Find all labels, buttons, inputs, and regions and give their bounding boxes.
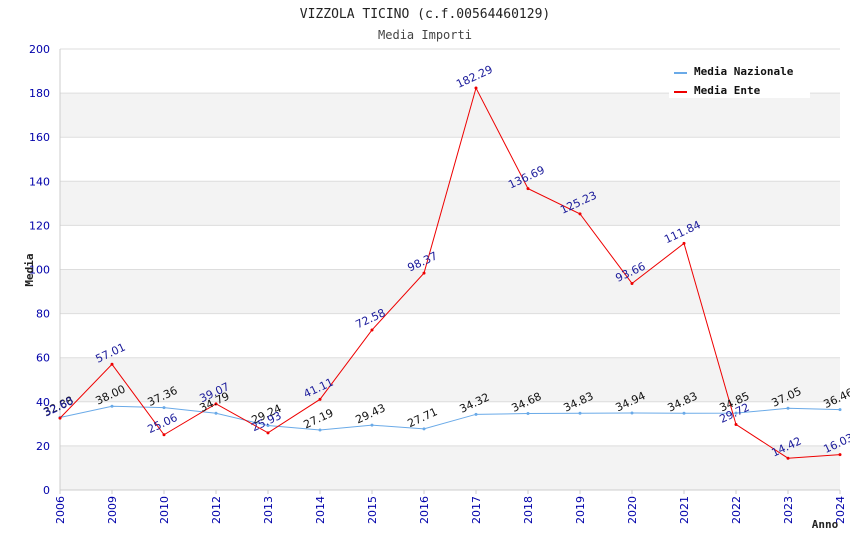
data-point-media-ente bbox=[266, 431, 270, 435]
x-tick-label: 2021 bbox=[678, 496, 691, 524]
y-axis-label: Media bbox=[23, 253, 36, 286]
y-tick-label: 160 bbox=[29, 131, 50, 144]
y-tick-label: 200 bbox=[29, 43, 50, 56]
y-tick-label: 140 bbox=[29, 175, 50, 188]
legend-label-media-nazionale: Media Nazionale bbox=[694, 65, 794, 78]
data-point-media-ente bbox=[58, 416, 62, 420]
data-point-media-nazionale bbox=[370, 423, 374, 427]
x-tick-label: 2020 bbox=[626, 496, 639, 524]
y-axis-ticks: 0 20 40 60 80 100 120 140 160 180 200 bbox=[29, 43, 50, 497]
data-point-media-ente bbox=[214, 402, 218, 406]
data-point-media-ente bbox=[786, 456, 790, 460]
data-point-media-ente bbox=[526, 187, 530, 191]
data-point-media-nazionale bbox=[786, 406, 790, 410]
y-tick-label: 100 bbox=[29, 264, 50, 277]
plot-band bbox=[60, 181, 840, 226]
y-tick-label: 20 bbox=[36, 440, 50, 453]
data-point-media-ente bbox=[370, 328, 374, 332]
data-point-media-ente bbox=[838, 453, 842, 457]
x-tick-label: 2016 bbox=[418, 496, 431, 524]
y-tick-label: 40 bbox=[36, 396, 50, 409]
data-point-media-nazionale bbox=[318, 428, 322, 432]
plot-band bbox=[60, 445, 840, 490]
series-line-media-nazionale bbox=[59, 405, 841, 431]
plot-band bbox=[60, 357, 840, 402]
y-tick-label: 60 bbox=[36, 352, 50, 365]
x-tick-label: 2019 bbox=[574, 496, 587, 524]
x-tick-label: 2017 bbox=[470, 496, 483, 524]
data-point-media-ente bbox=[734, 422, 738, 426]
chart-title: VIZZOLA TICINO (c.f.00564460129) bbox=[300, 7, 550, 22]
x-tick-label: 2010 bbox=[158, 496, 171, 524]
data-point-media-nazionale bbox=[734, 411, 738, 415]
data-point-media-nazionale bbox=[214, 411, 218, 415]
data-point-media-ente bbox=[162, 433, 166, 437]
data-point-media-nazionale bbox=[110, 404, 114, 408]
data-point-media-nazionale bbox=[266, 424, 270, 428]
series-line-media-ente bbox=[59, 86, 841, 459]
y-tick-label: 80 bbox=[36, 308, 50, 321]
data-point-media-ente bbox=[318, 397, 322, 401]
data-point-media-nazionale bbox=[526, 412, 530, 416]
x-axis-label: Anno bbox=[812, 518, 839, 531]
x-tick-label: 2014 bbox=[314, 496, 327, 524]
x-axis-ticks: 2006 2009 2010 2012 2013 2014 2015 2016 2017 2018… bbox=[54, 490, 847, 524]
x-tick-label: 2013 bbox=[262, 496, 275, 524]
data-point-media-ente bbox=[578, 212, 582, 216]
data-point-media-nazionale bbox=[630, 411, 634, 415]
plot-band bbox=[60, 93, 840, 138]
data-point-media-nazionale bbox=[682, 411, 686, 415]
chart-subtitle: Media Importi bbox=[378, 28, 472, 42]
x-tick-label: 2012 bbox=[210, 496, 223, 524]
data-point-media-nazionale bbox=[474, 412, 478, 416]
data-point-media-ente bbox=[630, 281, 634, 285]
plot-band bbox=[60, 269, 840, 314]
plot-background bbox=[60, 49, 840, 490]
plot-band bbox=[60, 313, 840, 358]
x-tick-label: 2022 bbox=[730, 496, 743, 524]
y-tick-label: 120 bbox=[29, 219, 50, 232]
y-tick-label: 180 bbox=[29, 87, 50, 100]
data-point-media-nazionale bbox=[422, 427, 426, 431]
x-tick-label: 2024 bbox=[834, 496, 847, 524]
data-point-media-ente bbox=[474, 86, 478, 90]
plot-band bbox=[60, 401, 840, 446]
series-group bbox=[58, 86, 842, 460]
x-tick-label: 2006 bbox=[54, 496, 67, 524]
data-point-media-ente bbox=[110, 362, 114, 366]
legend: Media Nazionale Media Ente bbox=[669, 60, 810, 98]
data-point-media-nazionale bbox=[162, 406, 166, 410]
plot-band bbox=[60, 137, 840, 182]
x-tick-label: 2009 bbox=[106, 496, 119, 524]
x-tick-label: 2015 bbox=[366, 496, 379, 524]
data-point-media-nazionale bbox=[838, 408, 842, 412]
x-tick-label: 2018 bbox=[522, 496, 535, 524]
x-tick-label: 2023 bbox=[782, 496, 795, 524]
y-tick-label: 0 bbox=[43, 484, 50, 497]
data-point-media-nazionale bbox=[578, 411, 582, 415]
plot-band bbox=[60, 225, 840, 270]
data-point-media-ente bbox=[422, 271, 426, 275]
legend-label-media-ente: Media Ente bbox=[694, 84, 761, 97]
legend-box bbox=[669, 60, 810, 98]
data-point-media-ente bbox=[682, 241, 686, 245]
